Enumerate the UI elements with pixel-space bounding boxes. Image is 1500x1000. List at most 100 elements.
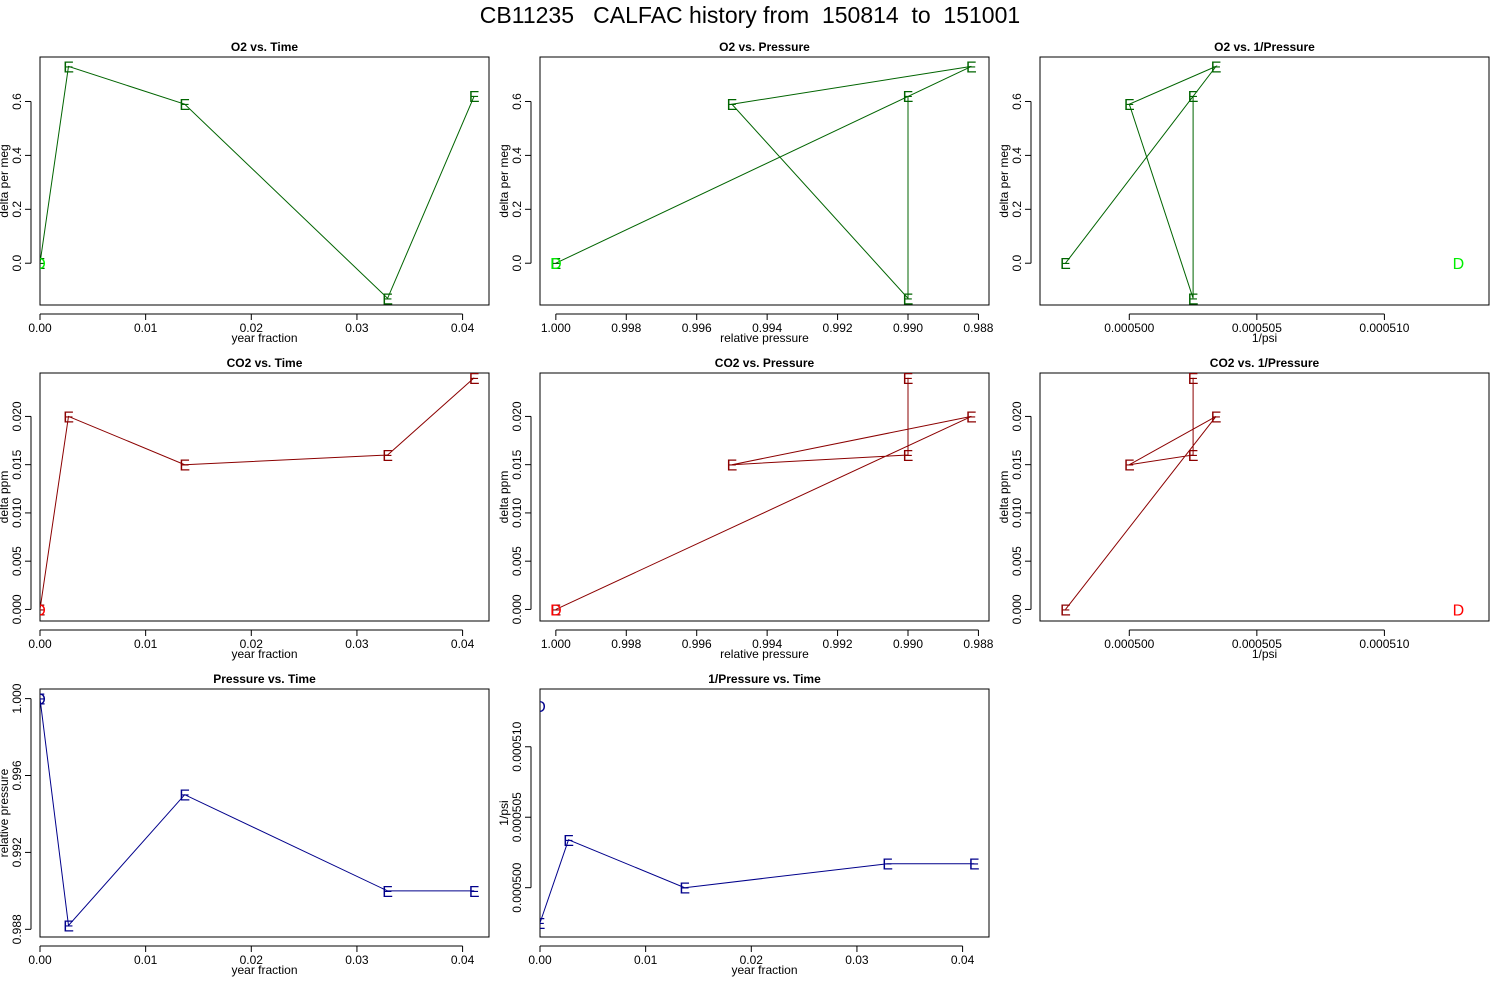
data-point-label: E	[966, 409, 977, 426]
x-tick-label: 0.02	[240, 321, 264, 335]
data-point-label: E	[1188, 89, 1199, 106]
data-point-label: E	[63, 409, 74, 426]
panel-title: Pressure vs. Time	[213, 672, 316, 686]
data-point-label: E	[1211, 59, 1222, 76]
x-tick-label: 1.000	[541, 637, 571, 651]
marker-label: D	[1453, 256, 1465, 273]
marker-label: D	[1453, 602, 1465, 619]
y-tick-label: 0.005	[510, 546, 524, 576]
y-tick-label: 0.2	[1010, 201, 1024, 218]
x-axis-label: year fraction	[231, 331, 297, 345]
y-tick-label: 0.020	[10, 401, 24, 431]
series-line	[40, 65, 475, 300]
panel-3: O2 vs. 1/Pressure 0.000500 0.000505 0.00051…	[997, 40, 1490, 345]
data-point-label: E	[1188, 448, 1199, 465]
data-point-label: E	[1124, 458, 1135, 475]
y-tick-label: 0.000	[10, 594, 24, 624]
x-tick-label: 0.00	[28, 637, 52, 651]
x-tick-label: 0.994	[752, 321, 782, 335]
data-point-label: E	[35, 256, 46, 273]
marker-label: D	[550, 602, 562, 619]
y-tick-label: 0.6	[1010, 93, 1024, 110]
data-point-label: E	[903, 448, 914, 465]
x-tick-label: 0.000505	[1232, 321, 1282, 335]
data-point-label: E	[551, 256, 562, 273]
data-point-label: E	[882, 857, 893, 874]
y-tick-label: 0.4	[10, 147, 24, 164]
y-axis-label: delta ppm	[0, 471, 11, 524]
series-line	[1065, 65, 1218, 299]
x-tick-label: 0.000505	[1232, 637, 1282, 651]
data-point-label: E	[469, 89, 480, 106]
panel-title: O2 vs. Pressure	[719, 40, 810, 54]
data-point-label: E	[1211, 409, 1222, 426]
panel-title: CO2 vs. Pressure	[715, 356, 815, 370]
x-axis-label: year fraction	[231, 647, 297, 661]
x-tick-label: 0.000510	[1359, 637, 1409, 651]
series-line	[1065, 377, 1217, 610]
y-tick-label: 0.0	[1010, 255, 1024, 272]
y-tick-label: 0.010	[510, 498, 524, 528]
data-point-label: E	[966, 59, 977, 76]
x-tick-label: 0.01	[134, 637, 158, 651]
y-tick-label: 0.005	[10, 546, 24, 576]
x-axis-label: relative pressure	[720, 647, 809, 661]
x-axis-label: year fraction	[231, 963, 297, 977]
marker-label: D	[534, 699, 546, 716]
y-axis-label: delta per meg	[997, 144, 1011, 217]
y-axis-label: relative pressure	[0, 768, 11, 857]
y-tick-label: 0.005	[1010, 546, 1024, 576]
marker-label: D	[34, 256, 46, 273]
plot-frame	[539, 372, 990, 622]
y-tick-label: 0.2	[510, 201, 524, 218]
y-tick-label: 0.000505	[510, 792, 524, 842]
plot-frame	[39, 372, 490, 622]
y-tick-label: 0.4	[510, 147, 524, 164]
x-tick-label: 0.00	[28, 321, 52, 335]
y-tick-label: 0.000	[1010, 594, 1024, 624]
data-point-label: E	[1060, 256, 1071, 273]
x-tick-label: 0.04	[451, 953, 475, 967]
data-point-label: E	[1188, 371, 1199, 388]
data-point-label: E	[679, 881, 690, 898]
x-tick-label: 0.990	[893, 637, 923, 651]
x-tick-label: 0.988	[963, 637, 993, 651]
data-point-label: E	[382, 291, 393, 308]
marker-label: D	[550, 256, 562, 273]
x-tick-label: 0.994	[752, 637, 782, 651]
y-axis-label: delta ppm	[497, 471, 511, 524]
x-tick-label: 0.03	[345, 953, 369, 967]
marker-label: D	[34, 692, 46, 709]
marker-label: D	[34, 602, 46, 619]
data-point-label: E	[469, 884, 480, 901]
y-axis-label: delta ppm	[997, 471, 1011, 524]
data-point-label: E	[969, 857, 980, 874]
x-tick-label: 0.02	[240, 953, 264, 967]
data-point-label: E	[179, 788, 190, 805]
data-point-label: E	[1188, 291, 1199, 308]
x-tick-label: 0.00	[528, 953, 552, 967]
x-axis-label: year fraction	[731, 963, 797, 977]
x-tick-label: 0.01	[134, 321, 158, 335]
data-point-label: E	[382, 448, 393, 465]
plot-frame	[39, 56, 490, 306]
x-tick-label: 0.000510	[1359, 321, 1409, 335]
y-axis-label: 1/psi	[497, 800, 511, 825]
x-tick-label: 0.000500	[1104, 637, 1154, 651]
y-tick-label: 0.000	[510, 594, 524, 624]
data-point-label: E	[1124, 97, 1135, 114]
panel-2: O2 vs. Pressure 1.000 0.998 0.996 0.994 0.992…	[497, 40, 994, 345]
x-tick-label: 0.988	[963, 321, 993, 335]
y-tick-label: 0.988	[10, 914, 24, 944]
x-tick-label: 0.996	[682, 637, 712, 651]
panel-1: O2 vs. Time 0.00 0.01 0.02 0.03 0.04 year frac…	[0, 40, 490, 345]
x-tick-label: 0.03	[845, 953, 869, 967]
data-point-label: E	[727, 458, 738, 475]
x-tick-label: 0.01	[134, 953, 158, 967]
